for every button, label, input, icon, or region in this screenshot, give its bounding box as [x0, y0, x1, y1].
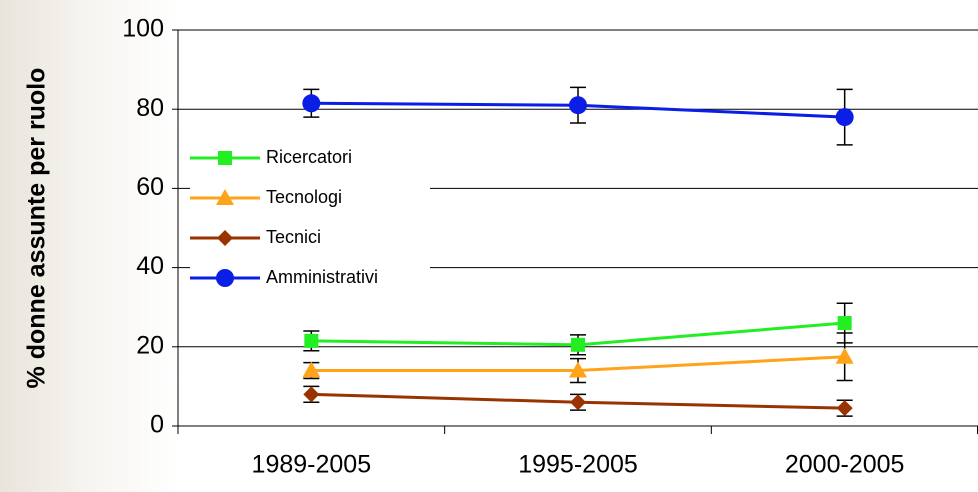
marker — [835, 347, 854, 364]
marker — [836, 400, 853, 417]
marker — [303, 386, 320, 403]
marker — [837, 316, 852, 331]
x-tick-label: 1995-2005 — [518, 451, 638, 479]
marker — [217, 230, 233, 246]
legend-label: Tecnologi — [266, 187, 342, 207]
legend-label: Amministrativi — [266, 267, 378, 287]
marker — [218, 151, 232, 165]
y-tick-label: 0 — [150, 411, 164, 439]
y-tick-label: 40 — [136, 252, 164, 280]
marker — [216, 189, 234, 205]
marker — [569, 96, 587, 115]
marker — [302, 94, 321, 113]
y-tick-label: 100 — [122, 15, 164, 43]
y-tick-label: 80 — [136, 94, 164, 122]
marker — [216, 269, 234, 287]
legend-label: Ricercatori — [266, 147, 352, 167]
y-tick-label: 60 — [136, 173, 164, 201]
marker — [304, 333, 319, 348]
legend-label: Tecnici — [266, 227, 321, 247]
marker — [571, 337, 585, 352]
x-tick-label: 1989-2005 — [252, 451, 372, 479]
marker — [302, 361, 321, 378]
y-tick-label: 20 — [136, 331, 164, 359]
marker — [569, 361, 587, 378]
y-axis-label: % donne assunte per ruolo — [23, 68, 51, 389]
marker — [835, 108, 854, 127]
marker — [570, 394, 586, 411]
x-tick-label: 2000-2005 — [785, 451, 905, 479]
